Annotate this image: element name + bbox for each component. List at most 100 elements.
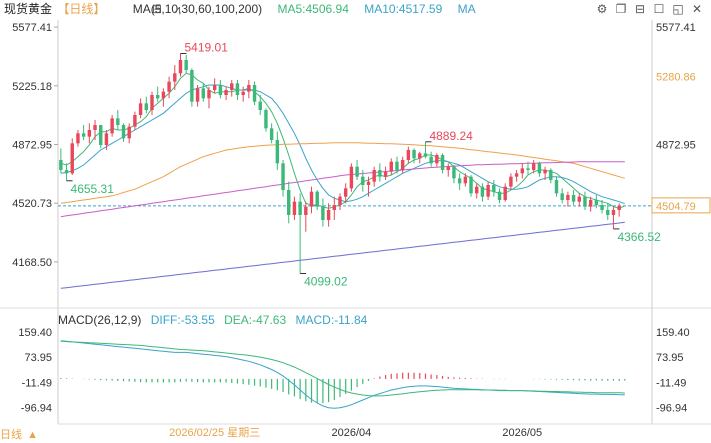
footer-period-label: 日线 bbox=[0, 429, 22, 441]
candle-body bbox=[212, 85, 217, 90]
macd-diff-line bbox=[60, 340, 625, 409]
candle-body bbox=[241, 91, 245, 95]
caret-up-icon: ▲ bbox=[27, 429, 38, 441]
candle-body bbox=[133, 115, 137, 127]
candle-body bbox=[418, 153, 422, 159]
candle-body bbox=[298, 201, 302, 215]
candle-body bbox=[531, 163, 536, 170]
candle-body bbox=[486, 185, 490, 197]
annotation-label: 4099.02 bbox=[304, 274, 348, 288]
macd-y-tick-left-0: 159.40 bbox=[18, 327, 52, 339]
candle-body bbox=[571, 195, 576, 202]
candle-body bbox=[224, 90, 228, 95]
candle-body bbox=[59, 160, 63, 170]
x-tick-label: 2026/05 bbox=[502, 427, 542, 439]
candle-body bbox=[70, 143, 74, 174]
candle-body bbox=[577, 196, 581, 202]
candle-body bbox=[110, 118, 114, 134]
candle-body bbox=[480, 186, 485, 197]
candle-body bbox=[321, 206, 325, 220]
macd-y-tick-right-3: -96.94 bbox=[656, 402, 687, 414]
candle-body bbox=[412, 150, 416, 159]
candle-body bbox=[606, 210, 610, 215]
candle-body bbox=[400, 160, 405, 170]
current-price-box bbox=[651, 197, 711, 214]
candle-body bbox=[395, 161, 399, 170]
candle-body bbox=[588, 200, 593, 207]
macd-dea-line bbox=[60, 340, 625, 397]
candle-body bbox=[207, 90, 211, 99]
y-tick-right-1: 5280.86 bbox=[656, 72, 696, 84]
candle-body bbox=[543, 170, 547, 174]
candle-body bbox=[99, 125, 103, 145]
chart-header: 现货黄金 【日线】 ⊟ ⩘ MA(5,10,30,60,100,200) MA5… bbox=[0, 0, 711, 18]
macd-y-tick-left-3: -96.94 bbox=[21, 402, 52, 414]
candle-body bbox=[560, 193, 564, 200]
indicator-chart-icon[interactable]: ⩘ bbox=[173, 2, 181, 16]
ma-line-ma5 bbox=[60, 72, 626, 209]
candle-body bbox=[150, 95, 154, 110]
candle-body bbox=[526, 168, 530, 170]
instrument-title: 现货黄金 bbox=[4, 2, 53, 16]
candle-body bbox=[167, 81, 171, 92]
macd-label[interactable]: MACD(26,12,9) bbox=[58, 313, 142, 327]
candle-body bbox=[155, 95, 160, 99]
y-tick-right-2: 4872.95 bbox=[656, 140, 696, 152]
footer-period[interactable]: 日线 ▲ bbox=[0, 427, 38, 443]
maximize-icon[interactable]: ☐ bbox=[653, 2, 665, 16]
ma-label[interactable]: MA(5,10,30,60,100,200) bbox=[132, 2, 263, 16]
collapse-icon[interactable]: ⊟ bbox=[151, 2, 163, 16]
candle-body bbox=[503, 186, 507, 200]
candle-body bbox=[104, 133, 109, 145]
annotation-label: 4655.31 bbox=[71, 182, 115, 196]
candle-body bbox=[190, 70, 194, 102]
candle-body bbox=[338, 196, 342, 205]
period-selector[interactable]: 【日线】 bbox=[57, 2, 106, 16]
candle-body bbox=[446, 166, 450, 170]
candle-body bbox=[184, 60, 188, 70]
candle-body bbox=[583, 196, 587, 207]
candle-body bbox=[264, 110, 268, 129]
candle-body bbox=[566, 195, 570, 200]
candle-body bbox=[121, 125, 126, 139]
candle-body bbox=[81, 133, 86, 137]
ma-line-ma100 bbox=[60, 221, 625, 289]
candle-body bbox=[76, 133, 80, 144]
settings-icon[interactable]: ⚙ bbox=[596, 2, 608, 16]
expand-icon[interactable]: ◱ bbox=[672, 2, 684, 16]
candle-body bbox=[355, 166, 359, 177]
candle-body bbox=[93, 125, 97, 130]
candle-body bbox=[497, 191, 502, 200]
macd-y-tick-right-0: 159.40 bbox=[656, 327, 690, 339]
candle-body bbox=[617, 205, 621, 210]
candle-body bbox=[492, 185, 496, 192]
candle-body bbox=[326, 210, 331, 220]
candle-body bbox=[144, 103, 149, 110]
candle-body bbox=[509, 176, 513, 187]
candle-body bbox=[247, 85, 251, 92]
candle-body bbox=[138, 103, 143, 115]
window-icon[interactable]: ❐ bbox=[615, 2, 627, 16]
macd-header: MACD(26,12,9) DIFF:-53.55 DEA:-47.63 MAC… bbox=[58, 313, 367, 327]
candle-body bbox=[304, 206, 308, 215]
candle-body bbox=[457, 178, 462, 184]
minimize-icon[interactable]: ⊟ bbox=[634, 2, 646, 16]
close-icon[interactable]: ✕ bbox=[691, 2, 703, 16]
candle-body bbox=[366, 181, 371, 185]
candle-body bbox=[475, 186, 479, 194]
candle-body bbox=[440, 155, 445, 170]
x-tick-label: 2026/02/25 星期三 bbox=[169, 426, 260, 439]
y-tick-right-0: 5577.41 bbox=[656, 22, 696, 34]
candle-body bbox=[173, 73, 177, 82]
candle-body bbox=[235, 83, 240, 95]
candle-body bbox=[87, 130, 92, 137]
candle-body bbox=[549, 170, 553, 180]
candle-body bbox=[537, 163, 542, 174]
annotation-label: 5419.01 bbox=[184, 40, 228, 54]
candle-body bbox=[287, 190, 291, 215]
macd-diff-value: DIFF:-53.55 bbox=[150, 313, 215, 327]
candle-body bbox=[435, 155, 439, 164]
candle-body bbox=[161, 91, 166, 99]
macd-y-tick-right-1: 73.95 bbox=[656, 352, 684, 364]
